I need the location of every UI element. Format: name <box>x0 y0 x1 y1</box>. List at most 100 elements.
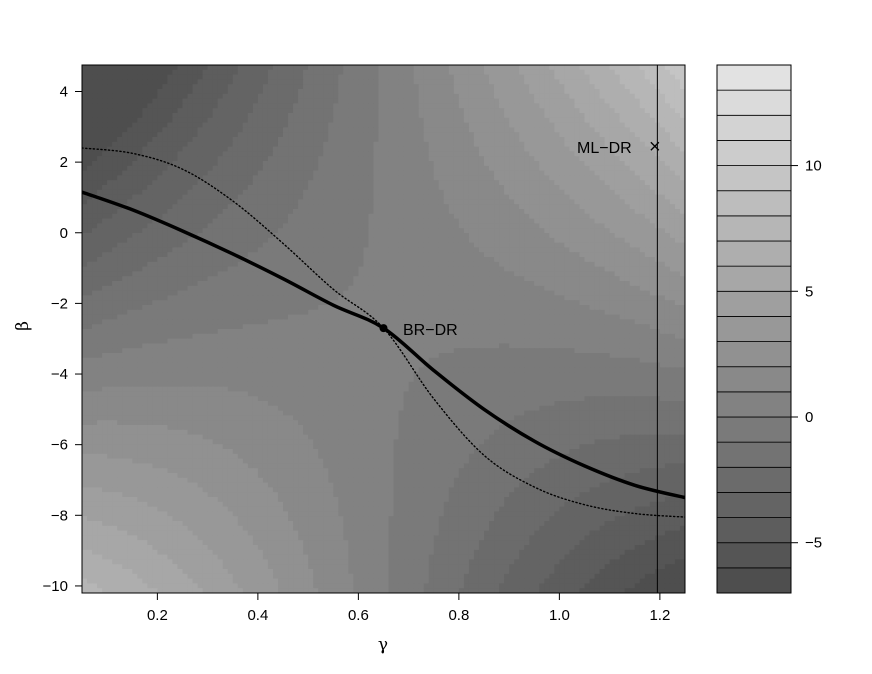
contour-cell <box>574 252 581 258</box>
contour-cell <box>453 113 460 119</box>
contour-cell <box>167 237 174 244</box>
contour-cell <box>544 137 550 143</box>
contour-cell <box>328 117 334 124</box>
contour-cell <box>262 151 269 157</box>
contour-cell <box>112 189 118 196</box>
contour-cell <box>639 141 646 148</box>
contour-cell <box>539 146 545 152</box>
contour-cell <box>102 161 108 167</box>
contour-cell <box>524 141 530 148</box>
contour-cell <box>207 252 214 258</box>
contour-cell <box>272 103 279 109</box>
contour-cell <box>187 257 194 263</box>
contour-cell <box>393 213 400 220</box>
contour-cell <box>182 74 189 80</box>
contour-cell <box>649 122 656 128</box>
contour-cell <box>649 69 656 76</box>
contour-cell <box>614 127 621 133</box>
contour-cell <box>544 117 550 124</box>
contour-cell <box>569 247 576 253</box>
contour-cell <box>122 261 128 268</box>
contour-cell <box>363 93 370 100</box>
contour-cell <box>303 137 309 143</box>
contour-cell <box>237 151 244 157</box>
contour-cell <box>217 103 224 109</box>
contour-cell <box>247 65 254 71</box>
contour-cell <box>529 89 535 95</box>
contour-cell <box>152 247 158 253</box>
contour-cell <box>262 141 269 148</box>
contour-cell <box>247 213 254 220</box>
contour-cell <box>649 209 656 215</box>
contour-cell <box>529 98 535 104</box>
contour-cell <box>524 108 530 114</box>
contour-cell <box>82 237 88 244</box>
contour-cell <box>468 165 475 172</box>
contour-cell <box>102 89 108 95</box>
contour-cell <box>589 161 596 167</box>
contour-cell <box>438 228 445 234</box>
contour-cell <box>353 113 359 119</box>
contour-cell <box>177 189 184 196</box>
contour-cell <box>659 84 666 90</box>
contour-cell <box>614 151 621 157</box>
contour-cell <box>187 141 194 148</box>
contour-cell <box>368 213 375 220</box>
contour-cell <box>584 127 591 133</box>
contour-cell <box>92 122 98 128</box>
contour-cell <box>589 199 596 205</box>
contour-cell <box>272 199 279 205</box>
contour-cell <box>217 199 224 205</box>
contour-cell <box>403 209 410 215</box>
contour-cell <box>313 194 319 200</box>
contour-cell <box>564 65 571 71</box>
contour-cell <box>323 175 329 181</box>
contour-cell <box>519 199 525 205</box>
contour-cell <box>664 218 671 224</box>
contour-cell <box>92 108 98 114</box>
contour-cell <box>313 185 319 191</box>
contour-cell <box>267 165 274 172</box>
contour-cell <box>157 247 164 253</box>
contour-cell <box>202 69 209 76</box>
contour-cell <box>142 79 148 85</box>
contour-cell <box>544 65 550 71</box>
contour-cell <box>373 141 380 148</box>
contour-cell <box>599 89 606 95</box>
contour-cell <box>122 170 128 176</box>
contour-cell <box>318 237 324 244</box>
contour-cell <box>679 213 685 220</box>
contour-cell <box>448 93 455 100</box>
contour-cell <box>609 84 616 90</box>
contour-cell <box>147 161 153 167</box>
contour-cell <box>127 117 133 124</box>
contour-cell <box>564 242 571 248</box>
contour-cell <box>579 170 586 176</box>
contour-cell <box>157 89 164 95</box>
contour-cell <box>82 257 88 263</box>
contour-cell <box>584 185 591 191</box>
contour-cell <box>473 65 480 71</box>
contour-cell <box>267 161 274 167</box>
contour-cell <box>117 161 123 167</box>
contour-cell <box>333 141 339 148</box>
contour-cell <box>438 252 445 258</box>
contour-cell <box>468 233 475 239</box>
contour-cell <box>398 65 405 71</box>
contour-cell <box>554 98 560 104</box>
contour-cell <box>97 261 103 268</box>
contour-cell <box>649 175 656 181</box>
contour-cell <box>478 247 485 253</box>
contour-cell <box>674 252 681 258</box>
contour-cell <box>639 252 646 258</box>
contour-cell <box>318 89 324 95</box>
contour-cell <box>524 199 530 205</box>
contour-cell <box>187 151 194 157</box>
contour-cell <box>132 228 138 234</box>
contour-cell <box>524 185 530 191</box>
contour-cell <box>443 79 450 85</box>
contour-cell <box>277 185 284 191</box>
contour-cell <box>619 223 626 229</box>
contour-cell <box>222 194 229 200</box>
contour-cell <box>393 84 400 90</box>
